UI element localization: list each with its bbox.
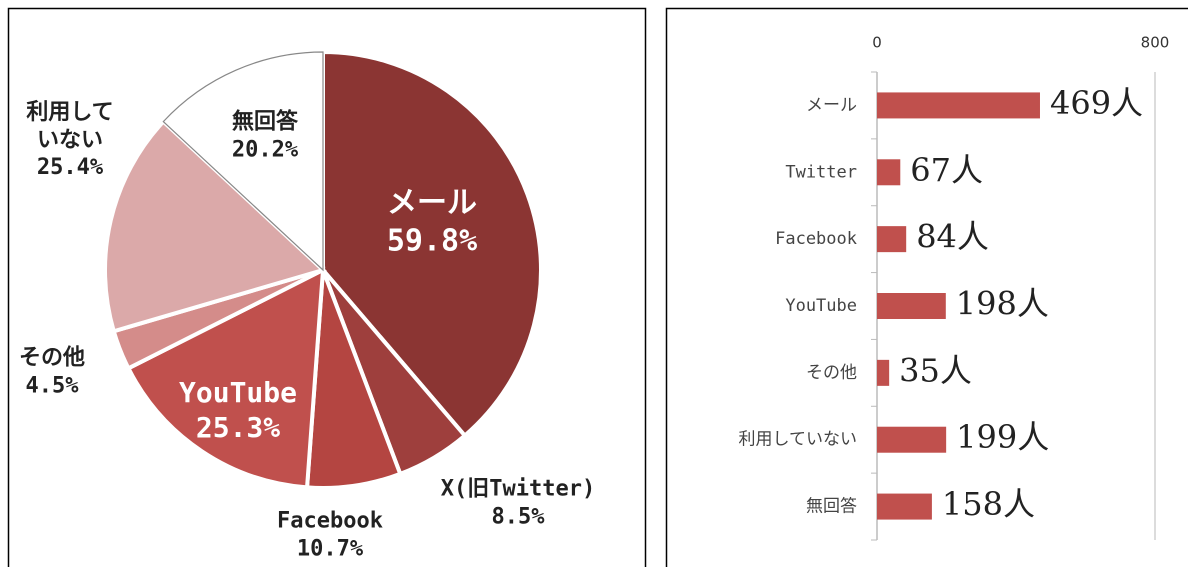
bar [877,226,907,253]
pie-frame [7,7,647,567]
slice-value: 59.8% [386,223,478,258]
slice-label: その他 4.5% [19,345,85,400]
bar-value-label: 67人 [910,151,983,189]
x-tick-label: 800 [1141,34,1170,52]
y-tick-label: Facebook [775,229,857,249]
slice-value: 25.4% [36,154,104,180]
slice-label: Facebook 10.7% [277,508,383,563]
slice-label: YouTube 25.3% [179,375,297,445]
slice-name: 無回答 [231,109,299,135]
slice-name: メール [387,185,477,221]
pie-slice [125,266,326,490]
slice-label: メール 59.8% [387,185,477,260]
bar [877,159,901,186]
pie-slice [103,118,327,334]
slice-value: 20.2% [231,137,299,162]
bar-value-label: 84人 [916,218,989,256]
y-tick-label: メール [806,95,857,115]
bar-value-label: 199人 [956,418,1049,456]
bar [877,293,946,319]
bar-value-label: 198人 [956,285,1049,323]
slice-label: X(旧Twitter) 8.5% [441,476,595,531]
bar [877,92,1040,119]
bar-value-label: 469人 [1050,84,1143,122]
bar [877,426,947,453]
slice-value: 4.5% [25,373,79,398]
slice-name: 利用して いない [26,99,114,153]
y-tick-label: 無回答 [806,497,857,517]
x-tick-label: 0 [872,34,882,52]
bar [877,359,890,386]
slice-value: 8.5% [491,504,545,529]
slice-name: その他 [18,345,86,371]
pie-slice [162,51,324,272]
y-tick-label: 利用していない [739,430,858,450]
bar-frame [665,7,1188,567]
slice-value: 25.3% [195,411,281,444]
bar-value-label: 158人 [942,485,1035,523]
bar-value-label: 35人 [899,351,972,389]
pie-slice [321,49,543,439]
slice-name: Facebook [277,508,383,534]
slice-label: 利用して いない 25.4% [26,99,113,182]
slice-value: 10.7% [296,536,364,561]
slice-name: X(旧Twitter) [440,476,596,502]
slice-name: YouTube [178,376,298,409]
bar [877,493,932,520]
y-tick-label: その他 [806,363,857,383]
y-tick-label: Twitter [785,162,857,182]
slice-label: 無回答 20.2% [232,109,298,164]
y-tick-label: YouTube [785,296,857,316]
